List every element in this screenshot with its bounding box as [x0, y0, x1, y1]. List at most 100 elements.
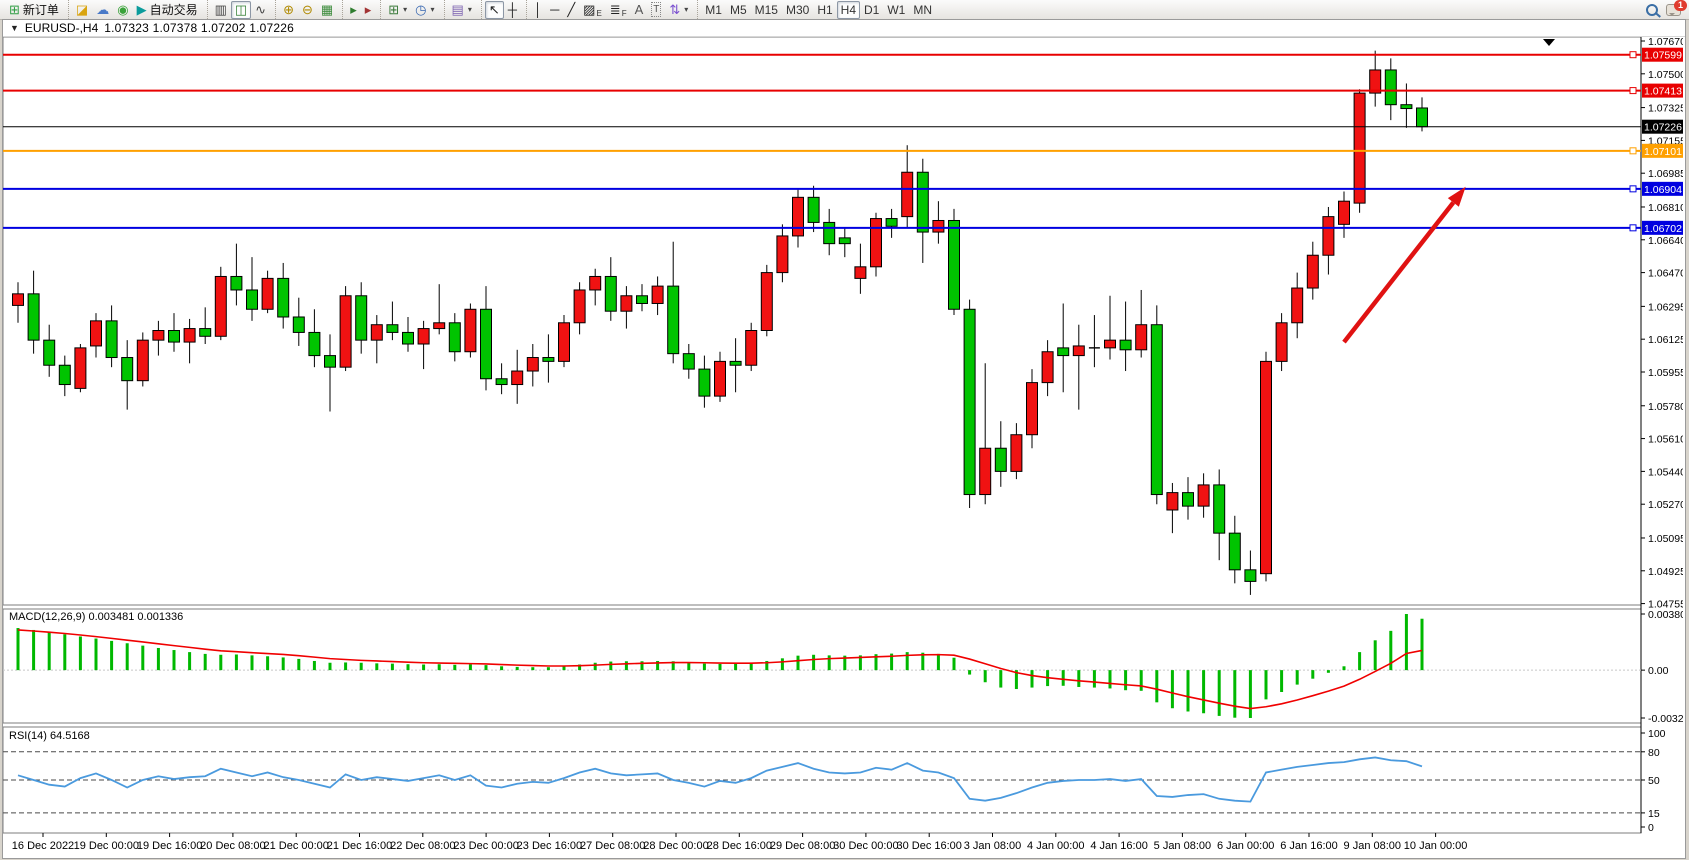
line-handle[interactable]: [1629, 147, 1637, 155]
fibonacci-button[interactable]: ≣ F: [606, 1, 631, 19]
rsi-tick-label: 100: [1648, 728, 1666, 740]
notification-badge: 1: [1674, 0, 1687, 11]
autotrading-button[interactable]: ▶ 自动交易: [133, 1, 202, 19]
timeframe-label: H1: [817, 2, 833, 17]
period-selector-button[interactable]: ◷ ▾: [411, 1, 438, 19]
chart-shift-button[interactable]: ▸: [361, 1, 376, 19]
market-news-button[interactable]: ◉: [113, 1, 132, 19]
macd-histogram-bar: [1373, 640, 1377, 671]
timeframe-toolbar: M1 M5 M15 M30 H1 H4 D1 W1 MN: [697, 0, 939, 19]
line-handle[interactable]: [1629, 224, 1637, 232]
history-center-icon: ◪: [75, 2, 89, 17]
macd-histogram-bar: [1233, 670, 1237, 718]
macd-histogram-bar: [32, 629, 36, 671]
search-icon[interactable]: [1646, 3, 1658, 16]
timeframe-button-h1[interactable]: H1: [813, 1, 836, 19]
arrows-icon: ⇅: [669, 2, 681, 17]
new-chart-button[interactable]: ⊞ ▾: [384, 1, 411, 19]
timeframe-button-mn[interactable]: MN: [909, 1, 936, 19]
macd-histogram-bar: [671, 661, 675, 671]
macd-histogram-bar: [890, 653, 894, 671]
vertical-line-button[interactable]: │: [530, 1, 546, 19]
zoom-in-button[interactable]: ⊕: [279, 1, 298, 19]
candle-body: [1275, 322, 1288, 362]
macd-histogram-bar: [1170, 670, 1174, 709]
macd-histogram-bar: [718, 663, 722, 671]
line-chart-button[interactable]: ∿: [251, 1, 270, 19]
candle-body: [1213, 484, 1226, 534]
equidistant-channel-button[interactable]: ▨ E: [579, 1, 606, 19]
trend-arrow-object[interactable]: [1342, 201, 1456, 344]
candle-body: [1166, 492, 1179, 511]
timeframe-button-m5[interactable]: M5: [726, 1, 751, 19]
history-center-button[interactable]: ◪: [72, 1, 92, 19]
cursor-button[interactable]: ↖: [484, 0, 504, 19]
macd-histogram-bar: [1092, 670, 1096, 688]
community-icon: ☁: [96, 2, 110, 17]
toolbar-right-section: 1: [1646, 0, 1687, 16]
candle-body: [230, 275, 243, 291]
bar-chart-button[interactable]: ▥: [211, 1, 231, 19]
time-axis-label: 20 Dec 08:00: [200, 840, 265, 852]
indicators-button[interactable]: ▤ ▾: [448, 1, 476, 19]
line-handle[interactable]: [1629, 87, 1637, 95]
chart-background: [3, 37, 1683, 858]
candle-body: [667, 285, 680, 355]
candle-body: [542, 357, 555, 362]
collapse-chart-icon[interactable]: ▼: [10, 23, 19, 33]
candlestick-chart-button[interactable]: ◫: [230, 0, 252, 19]
chat-icon[interactable]: 1: [1666, 0, 1687, 16]
candle-body: [1244, 569, 1257, 582]
timeframe-button-d1[interactable]: D1: [860, 1, 883, 19]
macd-histogram-bar: [125, 643, 129, 671]
timeframe-button-w1[interactable]: W1: [883, 1, 909, 19]
macd-tick-label: -0.003241: [1648, 713, 1683, 725]
timeframe-button-h4[interactable]: H4: [836, 0, 860, 19]
macd-histogram-bar: [234, 654, 238, 671]
macd-histogram-bar: [437, 664, 441, 671]
auto-scroll-button[interactable]: ▸: [346, 1, 361, 19]
timeframe-button-m15[interactable]: M15: [751, 1, 782, 19]
candle-body: [698, 368, 711, 397]
line-handle[interactable]: [1629, 51, 1637, 59]
macd-histogram-bar: [1014, 670, 1018, 690]
time-axis-label: 22 Dec 08:00: [390, 840, 455, 852]
candle-body: [277, 277, 290, 318]
macd-histogram-bar: [640, 661, 644, 671]
macd-tick-label: 0.00: [1648, 665, 1669, 677]
crosshair-button[interactable]: ┼: [504, 1, 521, 19]
macd-histogram-bar: [562, 666, 566, 671]
candle-body: [355, 295, 368, 341]
zoom-out-button[interactable]: ⊖: [298, 1, 317, 19]
macd-tick-label: 0.003801: [1648, 609, 1683, 621]
timeframe-button-m30[interactable]: M30: [782, 1, 813, 19]
macd-signal-line: [17, 629, 1423, 710]
price-chart-canvas[interactable]: 1.076701.075001.073251.071551.069851.068…: [3, 37, 1683, 858]
macd-histogram-bar: [359, 662, 363, 671]
candle-body: [901, 171, 914, 218]
text-button[interactable]: A: [631, 1, 648, 19]
timeframe-button-m1[interactable]: M1: [701, 1, 726, 19]
chart-shift-marker-icon[interactable]: [1543, 39, 1555, 46]
line-handle[interactable]: [1629, 185, 1637, 193]
rsi-tick-label: 15: [1648, 808, 1660, 820]
text-label-button[interactable]: T: [647, 1, 665, 19]
macd-histogram-bar: [188, 652, 192, 671]
time-axis-label: 21 Dec 00:00: [263, 840, 328, 852]
candle-body: [636, 295, 648, 304]
macd-histogram-bar: [266, 656, 270, 671]
candle-body: [823, 221, 836, 245]
community-button[interactable]: ☁: [92, 1, 113, 19]
tile-windows-button[interactable]: ▦: [317, 1, 337, 19]
new-order-button[interactable]: ⊞ 新订单: [5, 1, 63, 19]
arrows-button[interactable]: ⇅ ▾: [665, 1, 692, 19]
horizontal-line-button[interactable]: ─: [546, 1, 563, 19]
rsi-tick-label: 0: [1648, 822, 1654, 834]
trendline-button[interactable]: ╱: [563, 1, 579, 19]
candle-body: [1119, 339, 1132, 351]
macd-histogram-bar: [1155, 670, 1159, 703]
candle-body: [1104, 339, 1116, 349]
price-badge-label: 1.07226: [1644, 122, 1682, 134]
macd-histogram-bar: [1326, 670, 1330, 673]
